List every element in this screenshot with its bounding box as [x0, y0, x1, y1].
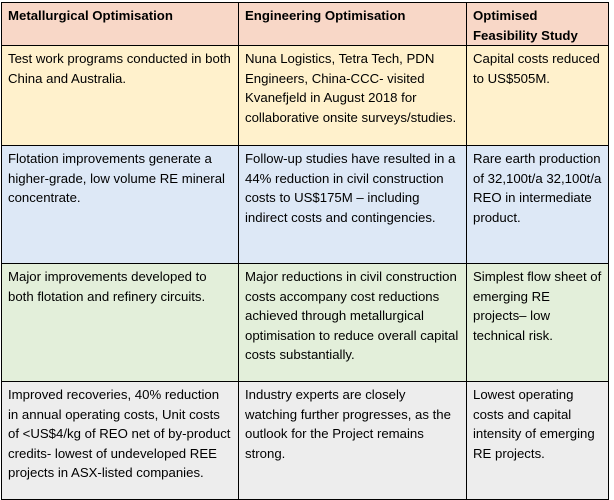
table-row: Test work programs conducted in both Chi… — [1, 45, 609, 146]
cell-metallurgical: Flotation improvements generate a higher… — [1, 145, 239, 264]
cell-engineering: Nuna Logistics, Tetra Tech, PDN Engineer… — [238, 45, 467, 146]
cell-feasibility: Rare earth production of 32,100t/a 32,10… — [466, 145, 609, 264]
cell-metallurgical: Improved recoveries, 40% reduction in an… — [1, 381, 239, 500]
header-metallurgical: Metallurgical Optimisation — [1, 2, 239, 46]
table-row: Major improvements developed to both flo… — [1, 263, 609, 382]
cell-metallurgical: Major improvements developed to both flo… — [1, 263, 239, 382]
cell-metallurgical: Test work programs conducted in both Chi… — [1, 45, 239, 146]
cell-feasibility: Simplest flow sheet of emerging RE proje… — [466, 263, 609, 382]
cell-engineering: Industry experts are closely watching fu… — [238, 381, 467, 500]
cell-engineering: Major reductions in civil construction c… — [238, 263, 467, 382]
header-row: Metallurgical Optimisation Engineering O… — [1, 2, 609, 46]
cell-feasibility: Lowest operating costs and capital inten… — [466, 381, 609, 500]
header-engineering: Engineering Optimisation — [238, 2, 467, 46]
header-feasibility: Optimised Feasibility Study — [466, 2, 609, 46]
cell-engineering: Follow-up studies have resulted in a 44%… — [238, 145, 467, 264]
table-row: Improved recoveries, 40% reduction in an… — [1, 381, 609, 500]
cell-feasibility: Capital costs reduced to US$505M. — [466, 45, 609, 146]
table-row: Flotation improvements generate a higher… — [1, 145, 609, 264]
